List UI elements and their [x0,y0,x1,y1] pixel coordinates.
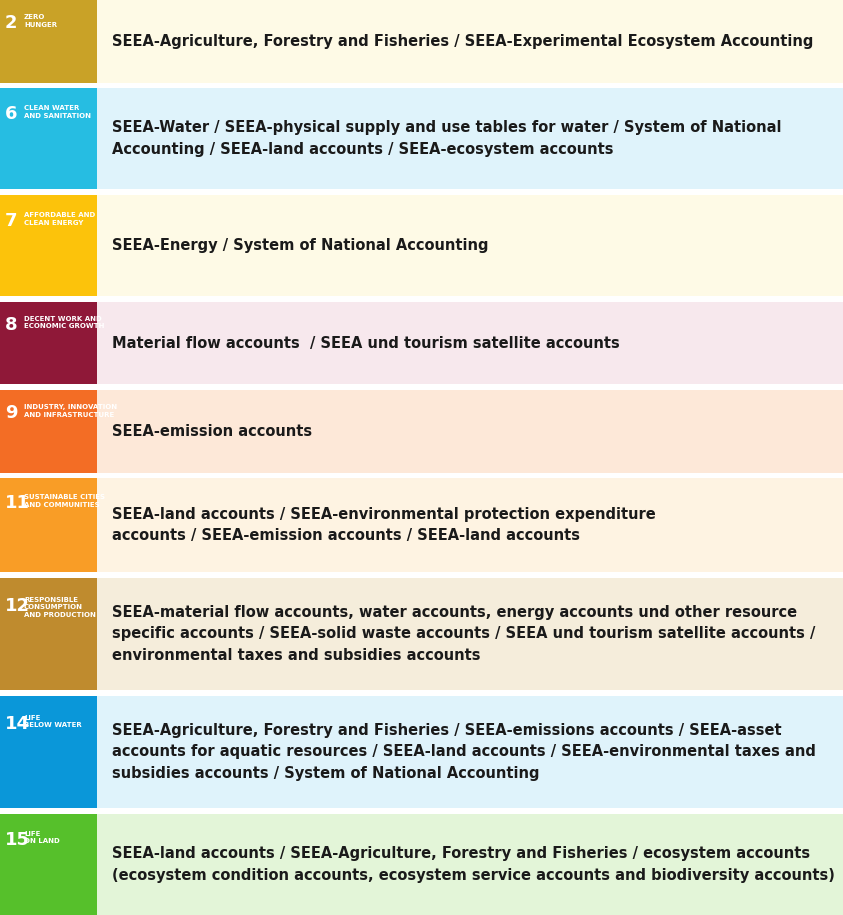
Text: SEEA-Water / SEEA-physical supply and use tables for water / System of National
: SEEA-Water / SEEA-physical supply and us… [112,121,781,157]
Text: SEEA-land accounts / SEEA-environmental protection expenditure
accounts / SEEA-e: SEEA-land accounts / SEEA-environmental … [112,507,656,544]
FancyBboxPatch shape [0,479,843,572]
Text: SEEA-emission accounts: SEEA-emission accounts [112,424,312,439]
Text: SEEA-Agriculture, Forestry and Fisheries / SEEA-emissions accounts / SEEA-asset
: SEEA-Agriculture, Forestry and Fisheries… [112,723,816,781]
FancyBboxPatch shape [0,813,843,915]
FancyBboxPatch shape [0,390,843,472]
FancyBboxPatch shape [0,695,843,808]
Text: 15: 15 [5,831,30,849]
FancyBboxPatch shape [0,813,97,915]
Text: SEEA-Energy / System of National Accounting: SEEA-Energy / System of National Account… [112,238,488,253]
FancyBboxPatch shape [0,390,97,472]
FancyBboxPatch shape [0,302,843,384]
FancyBboxPatch shape [0,195,97,296]
Text: ZERO
HUNGER: ZERO HUNGER [24,14,57,27]
Text: 14: 14 [5,715,30,733]
FancyBboxPatch shape [0,479,97,572]
Text: 8: 8 [5,316,18,334]
Text: SEEA-land accounts / SEEA-Agriculture, Forestry and Fisheries / ecosystem accoun: SEEA-land accounts / SEEA-Agriculture, F… [112,846,835,883]
FancyBboxPatch shape [0,0,843,82]
FancyBboxPatch shape [0,88,97,189]
Text: Material flow accounts  / SEEA und tourism satellite accounts: Material flow accounts / SEEA und touris… [112,336,620,350]
FancyBboxPatch shape [0,577,97,690]
FancyBboxPatch shape [0,302,97,384]
Text: 12: 12 [5,597,30,615]
Text: 9: 9 [5,404,18,422]
Text: LIFE
BELOW WATER: LIFE BELOW WATER [24,715,82,728]
Text: SEEA-material flow accounts, water accounts, energy accounts und other resource
: SEEA-material flow accounts, water accou… [112,605,815,662]
Text: INDUSTRY, INNOVATION
AND INFRASTRUCTURE: INDUSTRY, INNOVATION AND INFRASTRUCTURE [24,404,117,417]
FancyBboxPatch shape [0,577,843,690]
Text: 6: 6 [5,105,18,124]
Text: 2: 2 [5,14,18,32]
Text: SEEA-Agriculture, Forestry and Fisheries / SEEA-Experimental Ecosystem Accountin: SEEA-Agriculture, Forestry and Fisheries… [112,34,813,48]
Text: CLEAN WATER
AND SANITATION: CLEAN WATER AND SANITATION [24,105,91,119]
Text: 11: 11 [5,494,30,512]
Text: RESPONSIBLE
CONSUMPTION
AND PRODUCTION: RESPONSIBLE CONSUMPTION AND PRODUCTION [24,597,96,618]
Text: 7: 7 [5,212,18,231]
FancyBboxPatch shape [0,195,843,296]
Text: AFFORDABLE AND
CLEAN ENERGY: AFFORDABLE AND CLEAN ENERGY [24,212,95,226]
FancyBboxPatch shape [0,88,843,189]
FancyBboxPatch shape [0,695,97,808]
Text: DECENT WORK AND
ECONOMIC GROWTH: DECENT WORK AND ECONOMIC GROWTH [24,316,105,329]
Text: SUSTAINABLE CITIES
AND COMMUNITIES: SUSTAINABLE CITIES AND COMMUNITIES [24,494,105,508]
FancyBboxPatch shape [0,0,97,82]
Text: LIFE
ON LAND: LIFE ON LAND [24,831,60,845]
